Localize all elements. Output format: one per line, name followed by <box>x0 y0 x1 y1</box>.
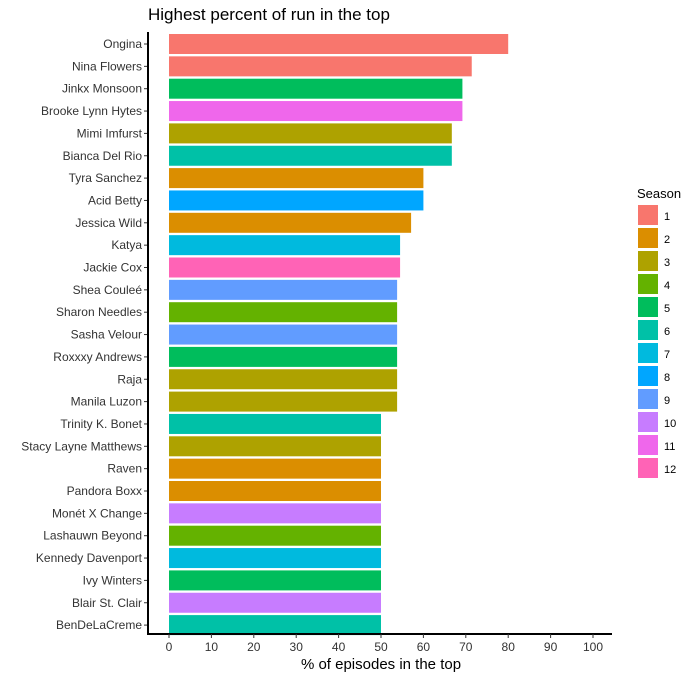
bar <box>169 56 472 77</box>
category-label: Nina Flowers <box>72 59 142 73</box>
legend-key <box>638 320 658 340</box>
bar <box>169 548 381 569</box>
bar <box>169 615 381 636</box>
category-label: BenDeLaCreme <box>56 618 142 632</box>
x-tick-label: 30 <box>290 640 304 654</box>
bar <box>169 101 463 122</box>
bar <box>169 145 452 166</box>
legend-label: 8 <box>664 372 670 384</box>
legend-title: Season <box>637 186 681 201</box>
bar <box>169 34 509 54</box>
x-tick-label: 0 <box>166 640 173 654</box>
legend-key <box>638 458 658 478</box>
category-label: Kennedy Davenport <box>36 551 143 565</box>
bar <box>169 391 398 412</box>
legend-label: 5 <box>664 303 670 315</box>
bar <box>169 525 381 546</box>
category-label: Shea Couleé <box>73 283 143 297</box>
bar <box>169 413 381 434</box>
legend-key <box>638 412 658 432</box>
bar <box>169 436 381 457</box>
y-axis: Ongina Nina Flowers Jinkx Monsoon Brooke Ly… <box>21 32 149 634</box>
legend-label: 12 <box>664 464 676 476</box>
category-label: Sharon Needles <box>56 305 142 319</box>
bar <box>169 190 424 211</box>
legend-label: 11 <box>664 441 675 453</box>
bar <box>169 481 381 501</box>
category-label: Bianca Del Rio <box>63 149 143 163</box>
bar <box>169 123 452 144</box>
bar <box>169 346 398 367</box>
x-tick-label: 20 <box>247 640 261 654</box>
category-label: Raven <box>107 462 142 476</box>
x-tick-label: 10 <box>205 640 219 654</box>
category-label: Ivy Winters <box>83 573 142 587</box>
legend-label: 2 <box>664 234 670 246</box>
category-label: Ongina <box>103 37 142 51</box>
category-label: Jessica Wild <box>75 216 142 230</box>
bar <box>169 570 381 591</box>
x-tick-label: 100 <box>583 640 603 654</box>
x-tick-label: 50 <box>374 640 388 654</box>
bar <box>169 503 381 524</box>
legend-label: 3 <box>664 257 670 269</box>
category-label: Katya <box>111 238 142 252</box>
legend-label: 9 <box>664 395 670 407</box>
category-label: Sasha Velour <box>71 328 142 342</box>
bar <box>169 324 398 345</box>
legend-key <box>638 389 658 409</box>
x-axis-title: % of episodes in the top <box>301 656 461 673</box>
category-label: Monét X Change <box>52 506 142 520</box>
category-label: Blair St. Clair <box>72 596 142 610</box>
legend-key <box>638 343 658 363</box>
chart-title: Highest percent of run in the top <box>148 5 390 24</box>
category-label: Trinity K. Bonet <box>60 417 142 431</box>
bar <box>169 168 424 189</box>
bar <box>169 212 412 233</box>
x-tick-label: 70 <box>459 640 473 654</box>
bar <box>169 302 398 323</box>
legend-key <box>638 251 658 271</box>
x-tick-label: 90 <box>544 640 558 654</box>
category-label: Pandora Boxx <box>67 484 142 498</box>
bar <box>169 235 401 256</box>
category-label: Jackie Cox <box>83 261 142 275</box>
x-tick-label: 40 <box>332 640 346 654</box>
category-label: Stacy Layne Matthews <box>21 439 142 453</box>
bars-layer <box>169 34 509 636</box>
category-label: Jinkx Monsoon <box>62 82 142 96</box>
legend-label: 6 <box>664 326 670 338</box>
bar <box>169 458 381 479</box>
bar <box>169 279 398 300</box>
category-label: Lashauwn Beyond <box>43 529 142 543</box>
legend-label: 1 <box>664 211 670 223</box>
x-tick-label: 60 <box>417 640 431 654</box>
legend-label: 4 <box>664 280 670 292</box>
legend-key <box>638 228 658 248</box>
category-label: Raja <box>117 372 142 386</box>
legend-key <box>638 274 658 294</box>
bar <box>169 257 401 278</box>
category-label: Manila Luzon <box>71 395 142 409</box>
legend-label: 10 <box>664 418 676 430</box>
category-label: Acid Betty <box>88 193 142 207</box>
category-label: Roxxxy Andrews <box>53 350 142 364</box>
category-label: Tyra Sanchez <box>69 171 142 185</box>
x-tick-label: 80 <box>502 640 516 654</box>
category-label: Mimi Imfurst <box>77 126 143 140</box>
legend-key <box>638 205 658 225</box>
category-label: Brooke Lynn Hytes <box>41 104 142 118</box>
bar <box>169 369 398 390</box>
legend-key <box>638 435 658 455</box>
bar <box>169 78 463 99</box>
legend-key <box>638 366 658 386</box>
bar <box>169 592 381 613</box>
legend-key <box>638 297 658 317</box>
x-axis: 0 10 20 30 40 50 60 70 80 90 100 <box>147 633 612 654</box>
legend-label: 7 <box>664 349 670 361</box>
